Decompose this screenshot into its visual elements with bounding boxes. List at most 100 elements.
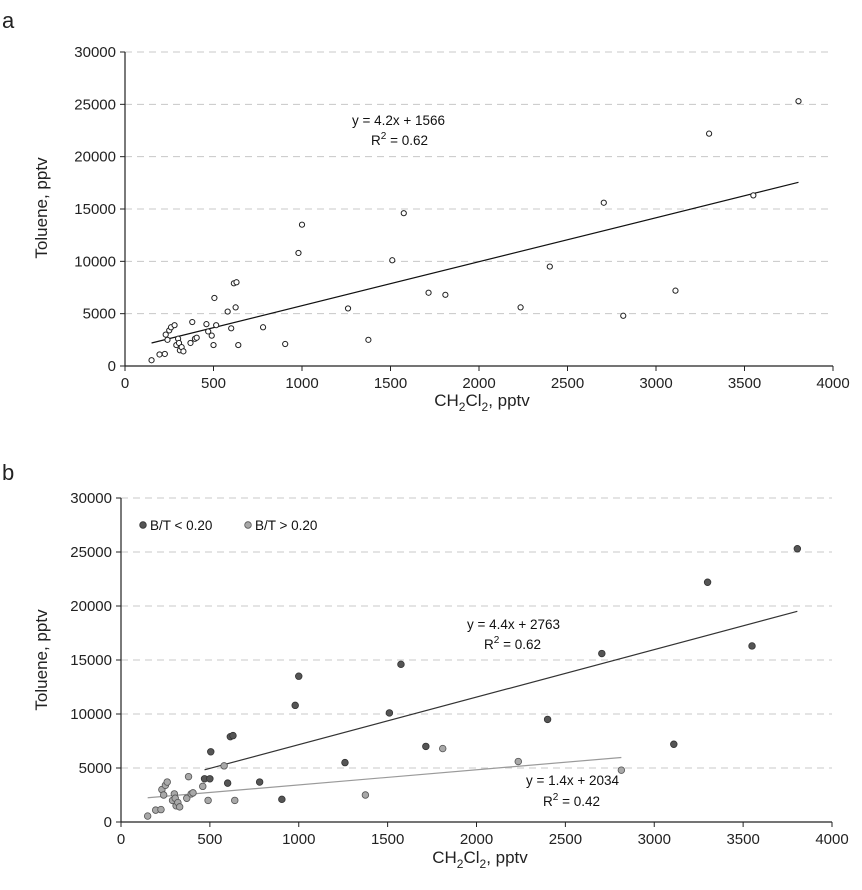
panel-b-y-tick-labels: 0 5000 10000 15000 20000 25000 30000 bbox=[70, 490, 112, 831]
legend-label-bt-high: B/T > 0.20 bbox=[255, 518, 317, 533]
legend-label-bt-low: B/T < 0.20 bbox=[150, 518, 212, 533]
panel-b-gridlines bbox=[121, 497, 832, 769]
trendline-1 bbox=[204, 610, 798, 771]
data-point bbox=[389, 257, 396, 264]
y-tick-label: 30000 bbox=[74, 44, 116, 61]
x-tick-label: 4000 bbox=[816, 375, 849, 392]
panel-b-x-axis-title: CH2Cl2, pptv bbox=[432, 848, 528, 871]
data-point bbox=[672, 287, 679, 294]
data-point bbox=[193, 334, 200, 341]
data-point bbox=[341, 758, 349, 767]
data-point bbox=[546, 263, 553, 270]
data-point bbox=[184, 772, 193, 781]
panel-b-x-tick-labels: 0 500 1000 1500 2000 2500 3000 3500 4000 bbox=[117, 831, 849, 848]
panel-a-points bbox=[148, 98, 802, 364]
data-point bbox=[175, 803, 184, 811]
x-tick-label: 4000 bbox=[815, 831, 848, 848]
trendline-1 bbox=[151, 181, 799, 344]
data-point bbox=[291, 701, 299, 710]
panel-b-trend-2-equation: y = 1.4x + 2034 bbox=[526, 773, 620, 788]
panel-b-letter: b bbox=[2, 460, 14, 485]
panel-a-axes bbox=[120, 51, 834, 371]
panel-a-x-tick-labels: 0 500 1000 1500 2000 2500 3000 3500 4000 bbox=[121, 375, 850, 392]
data-point bbox=[213, 322, 220, 329]
data-point bbox=[425, 289, 432, 296]
x-tick-label: 0 bbox=[121, 375, 129, 392]
panel-b-trendlines bbox=[147, 610, 798, 799]
data-point bbox=[344, 305, 352, 312]
panel-b-points bbox=[143, 545, 802, 820]
data-point bbox=[220, 762, 228, 770]
data-point bbox=[208, 332, 215, 339]
y-tick-label: 0 bbox=[108, 358, 116, 375]
panel-a-gridlines bbox=[125, 51, 833, 315]
data-point bbox=[183, 794, 191, 802]
y-tick-label: 5000 bbox=[79, 760, 112, 777]
x-tick-label: 3500 bbox=[726, 831, 759, 848]
y-tick-label: 15000 bbox=[70, 652, 112, 669]
data-point bbox=[231, 796, 239, 805]
data-point bbox=[180, 348, 187, 355]
panel-b-trend-2-r2: R2 = 0.42 bbox=[543, 792, 600, 809]
panel-b-trend-1-equation: y = 4.4x + 2763 bbox=[467, 617, 560, 632]
data-point bbox=[235, 341, 242, 349]
panel-b-legend: B/T < 0.20 B/T > 0.20 bbox=[139, 518, 317, 533]
data-point bbox=[223, 779, 232, 787]
data-point bbox=[229, 731, 237, 740]
data-point bbox=[361, 791, 370, 799]
data-point bbox=[156, 351, 163, 358]
data-point bbox=[706, 130, 713, 137]
data-point bbox=[157, 805, 165, 814]
x-tick-label: 2000 bbox=[460, 831, 493, 848]
data-point bbox=[228, 325, 235, 332]
data-point bbox=[207, 748, 215, 756]
y-tick-label: 15000 bbox=[74, 201, 116, 218]
data-point bbox=[422, 742, 430, 751]
data-point bbox=[598, 649, 606, 658]
panel-a-x-axis-title: CH2Cl2, pptv bbox=[434, 391, 530, 414]
panel-b-trend-1-r2: R2 = 0.62 bbox=[484, 635, 541, 652]
data-point bbox=[189, 318, 196, 326]
data-point bbox=[163, 778, 171, 786]
x-tick-label: 1500 bbox=[371, 831, 404, 848]
data-point bbox=[600, 199, 607, 206]
data-point bbox=[439, 744, 447, 753]
x-tick-label: 3500 bbox=[728, 375, 761, 392]
data-point bbox=[210, 341, 217, 349]
data-point bbox=[517, 304, 524, 311]
legend-marker-bt-low bbox=[139, 521, 147, 529]
data-point bbox=[255, 778, 264, 786]
data-point bbox=[159, 791, 168, 799]
data-point bbox=[199, 782, 207, 791]
data-point bbox=[204, 796, 212, 805]
data-point bbox=[164, 336, 171, 343]
y-tick-label: 10000 bbox=[74, 253, 116, 270]
data-point bbox=[205, 328, 212, 335]
data-point bbox=[171, 322, 178, 329]
x-tick-label: 1000 bbox=[285, 375, 318, 392]
data-point bbox=[224, 308, 231, 315]
data-point bbox=[203, 321, 210, 328]
data-point bbox=[233, 279, 240, 286]
data-point bbox=[148, 357, 155, 364]
panel-a-y-tick-labels: 0 5000 10000 15000 20000 25000 30000 bbox=[74, 44, 116, 375]
data-point bbox=[385, 709, 394, 717]
panel-b-y-axis-title: Toluene, pptv bbox=[32, 609, 51, 711]
y-tick-label: 0 bbox=[104, 814, 112, 831]
data-point bbox=[670, 740, 678, 748]
x-tick-label: 1000 bbox=[282, 831, 315, 848]
x-tick-label: 2500 bbox=[549, 831, 582, 848]
data-point bbox=[278, 795, 286, 804]
data-point bbox=[162, 331, 169, 338]
y-tick-label: 20000 bbox=[74, 149, 116, 166]
panel-b-axes bbox=[116, 497, 833, 827]
data-point bbox=[206, 775, 214, 783]
panel-a-trend-r2: R2 = 0.62 bbox=[371, 131, 428, 148]
x-tick-label: 3000 bbox=[639, 375, 672, 392]
legend-marker-bt-high bbox=[244, 521, 252, 529]
data-point bbox=[543, 715, 552, 724]
data-point bbox=[397, 660, 405, 669]
x-tick-label: 500 bbox=[197, 831, 222, 848]
panel-b: b 0 5000 10000 15000 20000 25000 30000 0 500 100… bbox=[2, 460, 849, 871]
